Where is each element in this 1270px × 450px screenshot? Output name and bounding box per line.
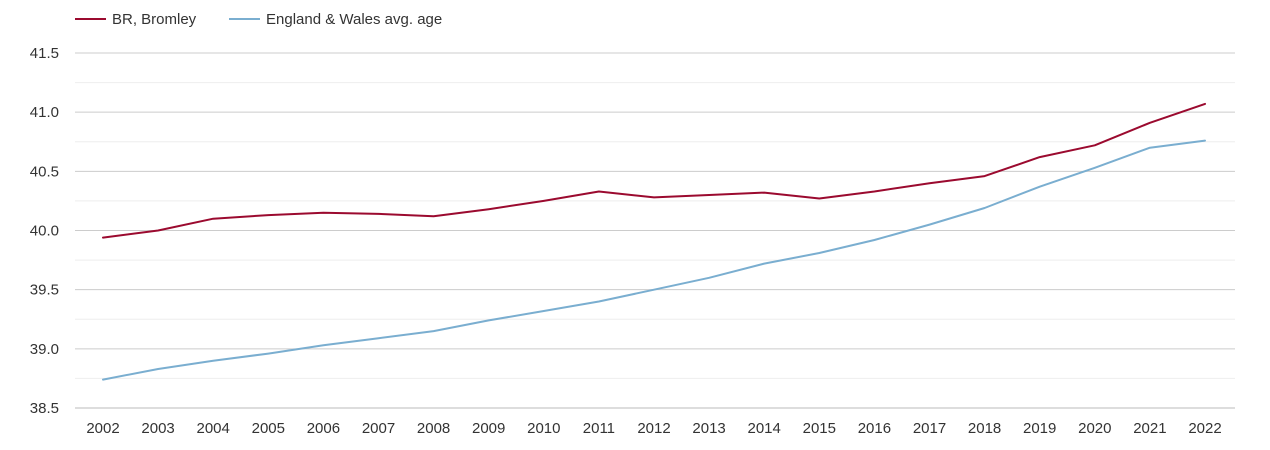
- x-tick-label: 2015: [803, 420, 836, 437]
- legend-label-bromley: BR, Bromley: [112, 11, 197, 28]
- x-tick-label: 2007: [362, 420, 395, 437]
- x-tick-label: 2022: [1188, 420, 1221, 437]
- series-line-bromley: [102, 102, 1206, 239]
- x-tick-label: 2010: [527, 420, 560, 437]
- legend-label-england-wales: England & Wales avg. age: [266, 11, 442, 28]
- y-tick-label: 40.5: [30, 163, 59, 180]
- series-line-england-wales: [102, 139, 1206, 381]
- legend: BR, Bromley England & Wales avg. age: [75, 11, 442, 28]
- x-tick-label: 2019: [1023, 420, 1056, 437]
- x-tick-label: 2008: [417, 420, 450, 437]
- series-lines: [102, 102, 1206, 381]
- x-tick-label: 2005: [252, 420, 285, 437]
- x-tick-label: 2012: [637, 420, 670, 437]
- x-tick-label: 2006: [307, 420, 340, 437]
- x-tick-label: 2002: [86, 420, 119, 437]
- y-tick-label: 39.0: [30, 341, 59, 358]
- x-tick-label: 2013: [692, 420, 725, 437]
- x-tick-label: 2017: [913, 420, 946, 437]
- x-tick-label: 2021: [1133, 420, 1166, 437]
- y-tick-label: 41.0: [30, 104, 59, 121]
- x-tick-label: 2004: [197, 420, 230, 437]
- x-tick-label: 2003: [141, 420, 174, 437]
- x-tick-label: 2018: [968, 420, 1001, 437]
- x-tick-label: 2014: [748, 420, 781, 437]
- y-axis: 38.5 39.0 39.5 40.0 40.5 41.0 41.5: [30, 45, 59, 417]
- y-tick-label: 38.5: [30, 400, 59, 417]
- gridlines: [75, 52, 1235, 409]
- y-tick-label: 40.0: [30, 223, 59, 240]
- y-tick-label: 41.5: [30, 45, 59, 62]
- x-tick-label: 2020: [1078, 420, 1111, 437]
- y-tick-label: 39.5: [30, 282, 59, 299]
- x-tick-label: 2011: [583, 420, 615, 437]
- x-tick-label: 2016: [858, 420, 891, 437]
- x-axis: 2002 2003 2004 2005 2006 2007 2008 2009 2010 2011…: [86, 420, 1221, 437]
- x-tick-label: 2009: [472, 420, 505, 437]
